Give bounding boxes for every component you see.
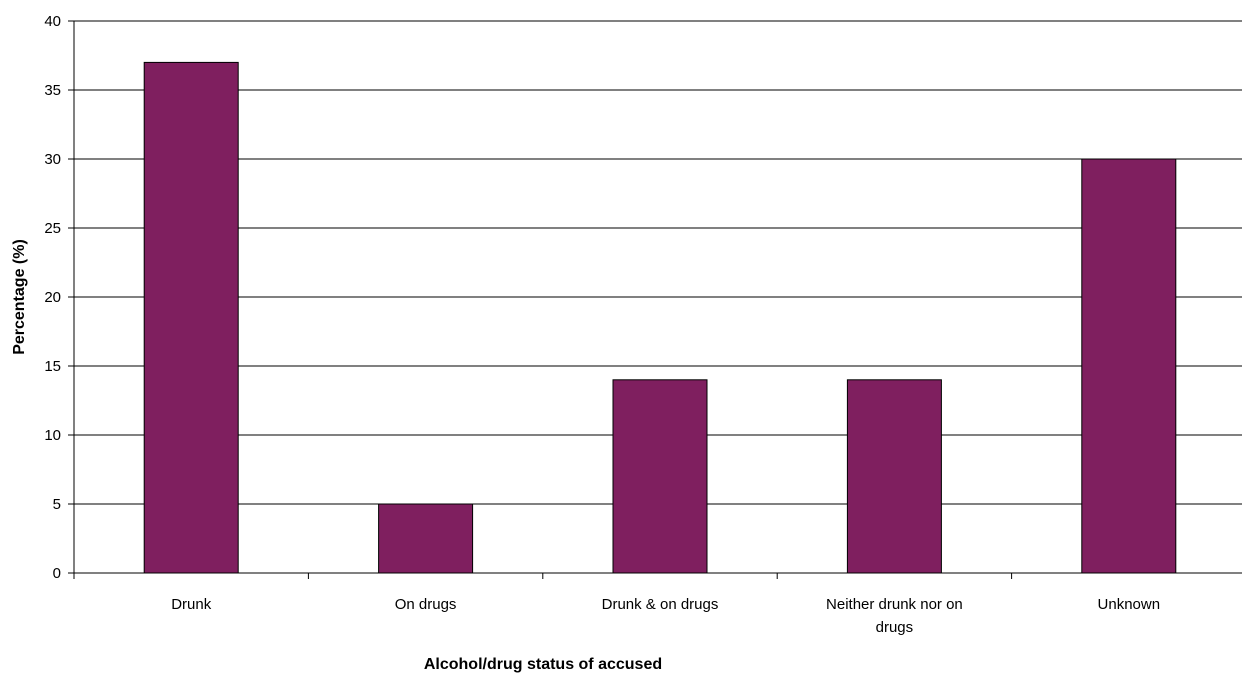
x-tick-label: Neither drunk nor on bbox=[826, 596, 963, 613]
x-tick-labels: Drunk On drugs Drunk & on drugs Neither dru… bbox=[171, 596, 1160, 636]
y-tick-label: 40 bbox=[44, 13, 61, 30]
x-tick-label: Drunk bbox=[171, 596, 212, 613]
y-axis-title: Percentage (%) bbox=[11, 239, 28, 355]
y-tick-label: 15 bbox=[44, 358, 61, 375]
x-axis-title: Alcohol/drug status of accused bbox=[424, 656, 662, 673]
bar bbox=[1081, 158, 1177, 574]
bar bbox=[612, 379, 708, 574]
x-tick-label: drugs bbox=[876, 619, 914, 636]
y-tick-label: 0 bbox=[53, 565, 61, 582]
axes bbox=[68, 20, 1242, 579]
x-tick-label: On drugs bbox=[395, 596, 457, 613]
x-tick-label: Drunk & on drugs bbox=[602, 596, 719, 613]
y-tick-labels: 0 5 10 15 20 25 30 35 40 bbox=[44, 13, 61, 582]
y-tick-label: 10 bbox=[44, 427, 61, 444]
bars bbox=[143, 61, 1177, 574]
y-tick-label: 35 bbox=[44, 82, 61, 99]
y-tick-label: 5 bbox=[53, 496, 61, 513]
bar bbox=[378, 503, 474, 574]
bar bbox=[846, 379, 942, 574]
bar bbox=[143, 61, 239, 574]
gridlines bbox=[74, 20, 1242, 505]
y-tick-label: 25 bbox=[44, 220, 61, 237]
y-tick-label: 30 bbox=[44, 151, 61, 168]
x-tick-label: Unknown bbox=[1098, 596, 1161, 613]
y-tick-label: 20 bbox=[44, 289, 61, 306]
